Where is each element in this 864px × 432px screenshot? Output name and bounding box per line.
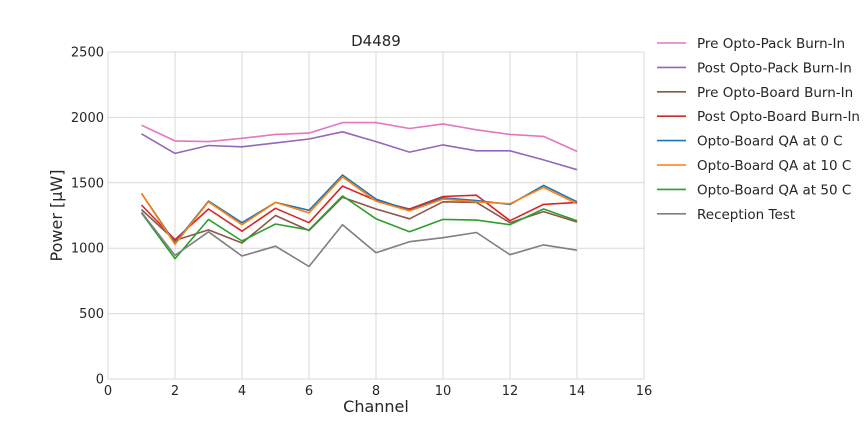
x-tick-label: 14 [569,384,586,399]
x-tick-label: 10 [435,384,452,399]
legend-label: Reception Test [697,207,795,223]
y-tick-label: 1500 [71,176,104,191]
legend-label: Pre Opto-Board Burn-In [697,85,853,101]
x-tick-label: 16 [636,384,653,399]
series-line-4 [140,185,578,241]
legend: Pre Opto-Pack Burn-In Post Opto-Pack Burn… [657,36,860,223]
series-lines [140,121,578,268]
grid [107,51,645,380]
y-axis-label: Power [μW] [47,170,66,262]
series-line-8 [140,211,578,268]
legend-label: Post Opto-Board Burn-In [697,109,860,125]
x-tick-labels: 0 2 4 6 8 10 12 14 16 [104,384,652,399]
x-axis-label: Channel [343,397,409,416]
x-tick-label: 6 [305,384,313,399]
x-tick-label: 0 [104,384,112,399]
legend-label: Opto-Board QA at 50 C [697,182,851,198]
chart-title: D4489 [351,32,401,50]
y-tick-label: 2500 [71,46,104,61]
y-tick-label: 500 [79,307,104,322]
series-line-6 [140,176,578,246]
x-tick-label: 8 [372,384,380,399]
x-tick-label: 4 [238,384,246,399]
y-tick-labels: 0 500 1000 1500 2000 2500 [71,46,104,388]
series-line-7 [140,195,578,260]
x-tick-label: 12 [502,384,519,399]
y-tick-label: 0 [96,373,104,388]
series-line-2 [141,131,578,171]
series-line-3 [140,196,578,244]
legend-label: Opto-Board QA at 0 C [697,134,843,150]
y-tick-label: 2000 [71,111,104,126]
legend-label: Opto-Board QA at 10 C [697,158,851,174]
legend-label: Pre Opto-Pack Burn-In [697,36,845,52]
legend-label: Post Opto-Pack Burn-In [697,60,852,76]
x-tick-label: 2 [171,384,179,399]
y-tick-label: 1000 [71,242,104,257]
series-line-1 [141,121,578,153]
